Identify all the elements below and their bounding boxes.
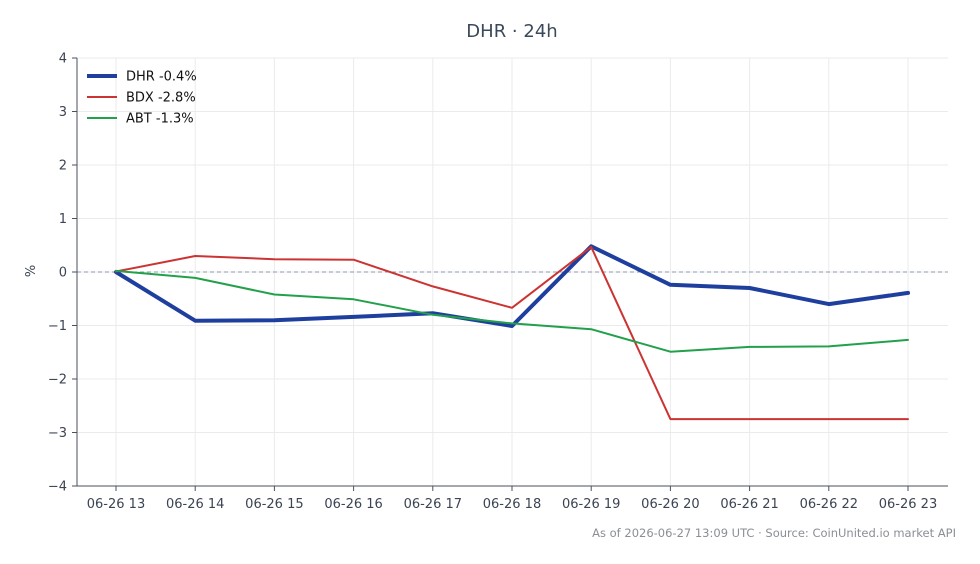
- legend-label-1: DHR -0.4%: [126, 70, 197, 85]
- x-tick-label: 06-26 16: [324, 497, 382, 512]
- legend-label-3: ABT -1.3%: [126, 112, 194, 127]
- x-tick-label: 06-26 23: [879, 497, 937, 512]
- series-line-3: [115, 269, 909, 353]
- x-tick-label: 06-26 17: [404, 497, 462, 512]
- y-tick-label: −3: [48, 426, 67, 441]
- x-tick-label: 06-26 21: [720, 497, 778, 512]
- y-tick-label: 3: [59, 105, 67, 120]
- chart-title: DHR · 24h: [466, 21, 557, 42]
- footer-source: As of 2026-06-27 13:09 UTC · Source: Coi…: [592, 526, 956, 540]
- y-axis-ticks: 4 3 2 1 0 −1 −2 −3 −4: [48, 52, 77, 495]
- y-tick-label: −2: [48, 373, 67, 388]
- legend-label-2: BDX -2.8%: [126, 91, 196, 106]
- y-tick-label: 4: [59, 52, 67, 67]
- x-tick-label: 06-26 19: [562, 497, 620, 512]
- x-tick-label: 06-26 20: [641, 497, 699, 512]
- x-tick-label: 06-26 18: [483, 497, 541, 512]
- y-tick-label: 0: [59, 266, 67, 281]
- x-tick-label: 06-26 13: [87, 497, 145, 512]
- x-tick-label: 06-26 22: [800, 497, 858, 512]
- y-tick-label: −1: [48, 319, 67, 334]
- x-axis-ticks: 06-26 13 06-26 14 06-26 15 06-26 16 06-26 17…: [87, 486, 937, 512]
- series-line-2: [115, 245, 909, 421]
- series-lines: [114, 244, 910, 421]
- y-tick-label: 1: [59, 212, 67, 227]
- x-tick-label: 06-26 15: [245, 497, 303, 512]
- series-line-1: [114, 244, 910, 328]
- y-tick-label: −4: [48, 480, 67, 495]
- y-axis-label: %: [24, 265, 39, 277]
- legend: DHR -0.4% BDX -2.8% ABT -1.3%: [87, 70, 197, 127]
- y-tick-label: 2: [59, 159, 67, 174]
- x-tick-label: 06-26 14: [166, 497, 224, 512]
